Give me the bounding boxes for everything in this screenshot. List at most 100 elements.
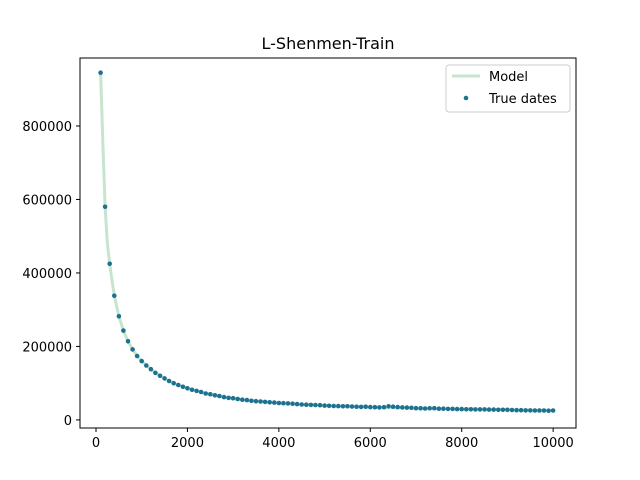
legend-model-label: Model [489,70,528,85]
data-point [217,393,222,399]
data-point [116,314,122,319]
data-point [354,404,359,410]
data-point [358,404,364,410]
data-point [441,406,446,412]
data-point [395,404,401,410]
data-point [166,378,172,384]
data-point [537,408,542,413]
data-point [523,408,528,413]
data-point [308,402,314,408]
data-point [258,399,263,404]
data-point [189,387,195,393]
data-point [432,405,437,411]
x-tick-label: 0 [92,436,100,451]
data-point [226,395,231,401]
data-point [409,405,414,411]
data-point [422,406,428,411]
data-point [509,407,515,413]
chart-title: L-Shenmen-Train [262,34,395,53]
data-point [240,397,245,403]
data-point [340,404,346,409]
data-point [514,407,519,413]
data-point [281,400,286,406]
y-tick-label: 600000 [22,193,72,208]
data-point [322,403,327,408]
data-point [285,401,291,406]
data-point [464,407,469,412]
data-point [427,406,433,411]
data-point [304,402,309,408]
data-point [418,406,423,411]
data-point [203,391,208,396]
data-point [436,406,442,412]
data-point [162,376,167,381]
data-point [445,406,451,412]
data-point [541,408,547,413]
legend-points-swatch [463,95,469,101]
data-point [102,204,108,210]
data-point [482,407,487,412]
data-point [212,393,218,398]
data-point [326,403,332,409]
data-point [454,406,460,412]
data-point [112,293,117,299]
data-point [491,407,497,412]
data-point [157,373,163,379]
data-point [546,408,551,414]
data-point [249,398,254,404]
data-point [532,408,538,413]
data-point [404,405,410,410]
data-point [144,363,149,368]
data-point [208,391,213,397]
data-point [317,402,323,408]
data-point [331,403,337,409]
y-tick-label: 400000 [22,267,72,282]
data-point [450,406,455,412]
data-point [235,396,240,402]
data-point [473,407,478,412]
data-point [272,400,277,405]
data-point [550,408,556,413]
x-tick-label: 10000 [532,436,573,451]
data-point [139,358,144,364]
data-point [459,406,465,412]
data-point [262,399,268,405]
data-point [336,403,341,409]
data-point [276,400,282,406]
y-tick-label: 0 [64,414,72,429]
data-point [130,347,135,352]
data-point [377,405,382,410]
data-point [194,388,199,394]
data-point [221,394,227,400]
data-point [290,401,295,407]
data-point [253,398,259,404]
y-tick-label: 800000 [22,120,72,135]
data-point [121,328,126,333]
data-point [198,389,204,395]
data-point [381,404,387,410]
y-tick-label: 200000 [22,340,72,355]
data-point [486,407,492,412]
data-point [148,366,154,372]
data-point [267,400,273,405]
data-point [125,339,131,344]
data-point [413,405,419,411]
data-point [244,397,250,403]
data-point [505,407,510,413]
legend-points-label: True dates [488,92,557,107]
axes-frame [79,57,577,429]
data-point [313,402,318,408]
data-point [400,405,405,410]
axes: 0 2000 4000 6000 8000 10000 0 200000 400000 60000… [22,57,577,451]
data-point [153,370,158,376]
data-point [299,402,305,407]
data-point [390,404,396,410]
x-tick-label: 4000 [262,436,295,451]
data-point [230,395,236,401]
x-tick-label: 8000 [445,436,478,451]
data-point [477,407,483,412]
data-point [500,407,506,413]
data-point [496,407,501,413]
x-tick-label: 6000 [354,436,387,451]
